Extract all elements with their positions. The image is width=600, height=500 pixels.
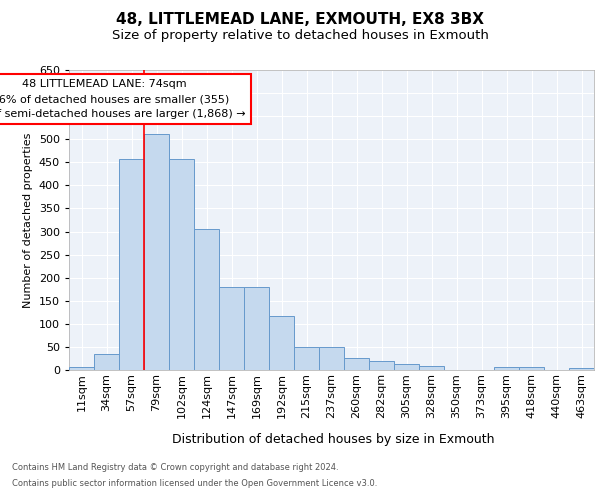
- Text: Contains public sector information licensed under the Open Government Licence v3: Contains public sector information licen…: [12, 478, 377, 488]
- Bar: [144, 134, 169, 370]
- Bar: [119, 159, 144, 370]
- Bar: [519, 367, 544, 370]
- Text: Contains HM Land Registry data © Crown copyright and database right 2024.: Contains HM Land Registry data © Crown c…: [12, 464, 338, 472]
- Bar: [244, 287, 269, 370]
- Bar: [569, 368, 594, 370]
- Bar: [419, 366, 444, 370]
- Bar: [69, 367, 94, 370]
- Bar: [394, 364, 419, 370]
- Y-axis label: Number of detached properties: Number of detached properties: [23, 132, 33, 308]
- Bar: [94, 354, 119, 370]
- Text: Distribution of detached houses by size in Exmouth: Distribution of detached houses by size …: [172, 432, 494, 446]
- Bar: [494, 367, 519, 370]
- Text: 48 LITTLEMEAD LANE: 74sqm
← 16% of detached houses are smaller (355)
84% of semi: 48 LITTLEMEAD LANE: 74sqm ← 16% of detac…: [0, 79, 246, 119]
- Bar: [169, 159, 194, 370]
- Bar: [344, 358, 369, 370]
- Text: Size of property relative to detached houses in Exmouth: Size of property relative to detached ho…: [112, 29, 488, 42]
- Bar: [319, 347, 344, 370]
- Bar: [269, 316, 294, 370]
- Bar: [369, 361, 394, 370]
- Bar: [294, 347, 319, 370]
- Bar: [219, 287, 244, 370]
- Bar: [194, 229, 219, 370]
- Text: 48, LITTLEMEAD LANE, EXMOUTH, EX8 3BX: 48, LITTLEMEAD LANE, EXMOUTH, EX8 3BX: [116, 12, 484, 28]
